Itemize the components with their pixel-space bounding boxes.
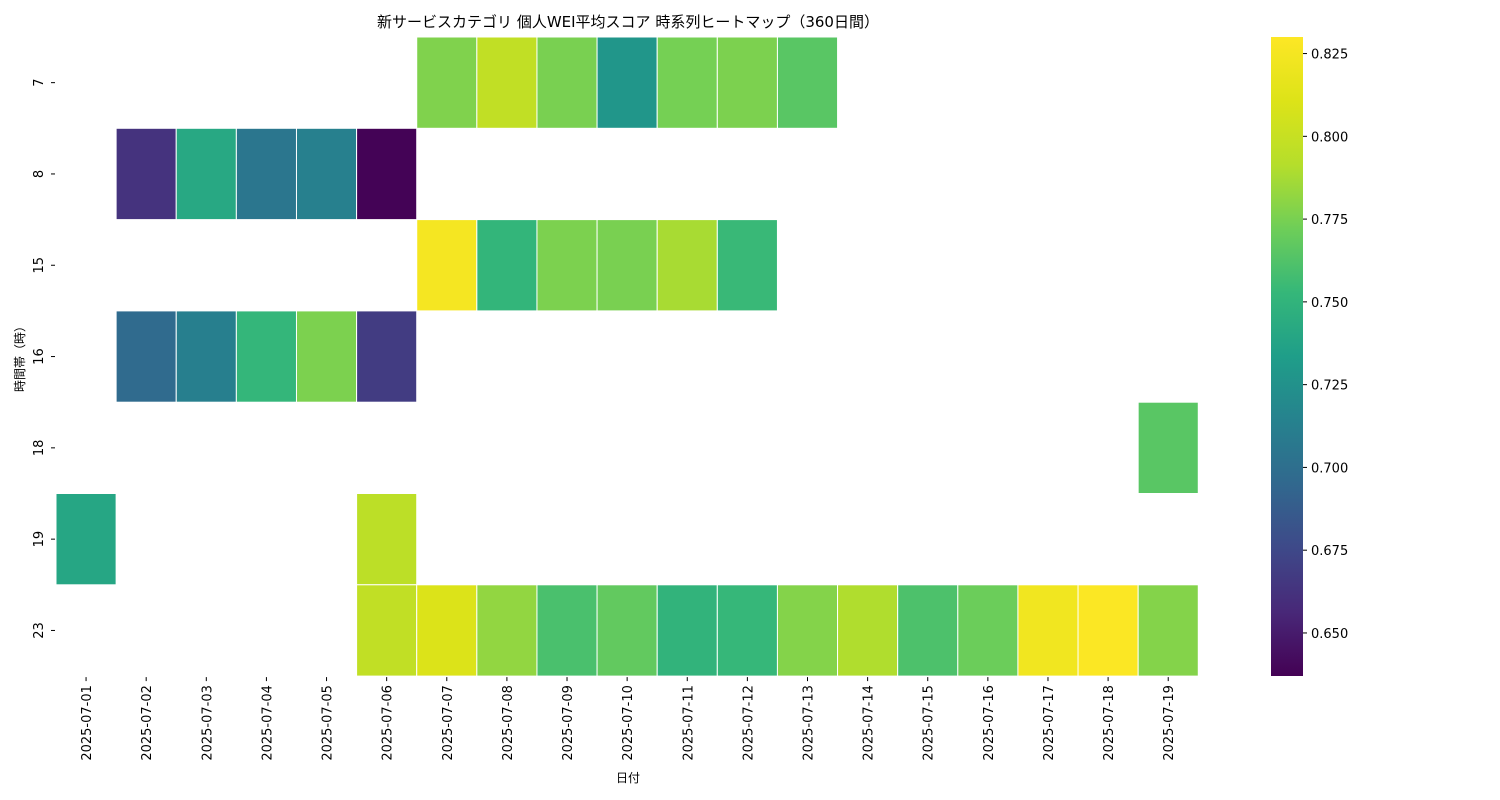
x-tick-label: 2025-07-10 bbox=[621, 685, 636, 761]
x-tick-label: 2025-07-14 bbox=[862, 685, 877, 761]
heatmap-cell bbox=[235, 310, 297, 403]
heatmap-cell bbox=[1137, 401, 1199, 495]
x-tick-label: 2025-07-12 bbox=[741, 685, 756, 761]
colorbar-tick-label: 0.825 bbox=[1311, 48, 1348, 63]
heatmap-cell bbox=[837, 584, 899, 677]
colorbar-ticks: 0.650 0.675 0.700 0.725 0.750 0.775 0.800 0.825 bbox=[1303, 48, 1348, 642]
y-tick-label: 8 bbox=[32, 170, 47, 178]
x-tick-label: 2025-07-02 bbox=[140, 685, 155, 761]
heatmap-cell bbox=[235, 127, 297, 221]
x-tick-label: 2025-07-17 bbox=[1042, 685, 1057, 761]
x-tick-label: 2025-07-13 bbox=[802, 685, 817, 761]
heatmap-cell bbox=[596, 584, 658, 677]
heatmap-cell bbox=[596, 219, 658, 312]
heatmap-cell bbox=[476, 36, 538, 129]
x-tick-label: 2025-07-01 bbox=[80, 685, 95, 761]
x-tick-label: 2025-07-19 bbox=[1162, 685, 1177, 761]
y-tick-label: 18 bbox=[32, 440, 47, 457]
x-tick-label: 2025-07-04 bbox=[260, 685, 275, 761]
heatmap-cell bbox=[356, 493, 418, 586]
heatmap-cell bbox=[897, 584, 959, 677]
heatmap-cell bbox=[175, 310, 237, 403]
colorbar bbox=[1271, 37, 1303, 676]
x-tick-label: 2025-07-03 bbox=[200, 685, 215, 761]
colorbar-tick-label: 0.700 bbox=[1311, 461, 1348, 476]
heatmap-cells bbox=[55, 36, 1199, 677]
colorbar-tick-label: 0.800 bbox=[1311, 130, 1348, 145]
heatmap-cell bbox=[716, 219, 778, 312]
heatmap-cell bbox=[776, 584, 839, 677]
x-tick-label: 2025-07-07 bbox=[441, 685, 456, 761]
y-tick-label: 19 bbox=[32, 531, 47, 548]
heatmap-cell bbox=[295, 310, 358, 403]
heatmap-cell bbox=[55, 493, 117, 586]
heatmap-cell bbox=[536, 584, 598, 677]
y-tick-label: 23 bbox=[32, 622, 47, 639]
x-tick-label: 2025-07-05 bbox=[321, 685, 336, 761]
y-tick-label: 15 bbox=[32, 257, 47, 274]
heatmap-cell bbox=[656, 36, 718, 129]
x-tick-label: 2025-07-09 bbox=[561, 685, 576, 761]
x-tick-label: 2025-07-06 bbox=[381, 685, 396, 761]
heatmap-cell bbox=[175, 127, 237, 221]
heatmap-cell bbox=[536, 36, 598, 129]
heatmap-cell bbox=[476, 584, 538, 677]
x-axis-label: 日付 bbox=[616, 771, 640, 785]
heatmap-cell bbox=[416, 219, 478, 312]
x-tick-label: 2025-07-11 bbox=[681, 685, 696, 761]
heatmap-cell bbox=[115, 127, 177, 221]
heatmap-cell bbox=[1077, 584, 1139, 677]
heatmap-cell bbox=[656, 219, 718, 312]
heatmap-cell bbox=[416, 584, 478, 677]
heatmap-cell bbox=[776, 36, 839, 129]
heatmap-cell bbox=[356, 584, 418, 677]
x-tick-label: 2025-07-15 bbox=[922, 685, 937, 761]
heatmap-cell bbox=[656, 584, 718, 677]
heatmap-cell bbox=[716, 584, 778, 677]
x-axis-ticks: 2025-07-01 2025-07-02 2025-07-03 2025-07-04… bbox=[80, 677, 1177, 761]
colorbar-tick-label: 0.725 bbox=[1311, 379, 1348, 394]
x-tick-label: 2025-07-08 bbox=[501, 685, 516, 761]
colorbar-tick-label: 0.675 bbox=[1311, 544, 1348, 559]
heatmap-cell bbox=[596, 36, 658, 129]
heatmap-cell bbox=[1017, 584, 1079, 677]
y-tick-label: 7 bbox=[32, 79, 47, 87]
y-tick-label: 16 bbox=[32, 348, 47, 365]
heatmap-cell bbox=[476, 219, 538, 312]
heatmap-cell bbox=[356, 127, 418, 221]
heatmap-cell bbox=[295, 127, 358, 221]
heatmap-cell bbox=[416, 36, 478, 129]
chart-title: 新サービスカテゴリ 個人WEI平均スコア 時系列ヒートマップ（360日間） bbox=[377, 13, 879, 31]
heatmap-cell bbox=[115, 310, 177, 403]
heatmap-cell bbox=[536, 219, 598, 312]
heatmap-cell bbox=[957, 584, 1019, 677]
colorbar-tick-label: 0.750 bbox=[1311, 296, 1348, 311]
colorbar-tick-label: 0.775 bbox=[1311, 213, 1348, 228]
heatmap-cell bbox=[716, 36, 778, 129]
y-axis-ticks: 7 8 15 16 18 19 23 bbox=[32, 79, 55, 639]
x-tick-label: 2025-07-16 bbox=[982, 685, 997, 761]
heatmap-cell bbox=[1137, 584, 1199, 677]
x-tick-label: 2025-07-18 bbox=[1102, 685, 1117, 761]
heatmap-cell bbox=[356, 310, 418, 403]
colorbar-tick-label: 0.650 bbox=[1311, 627, 1348, 642]
y-axis-label: 時間帯（時） bbox=[13, 320, 27, 392]
